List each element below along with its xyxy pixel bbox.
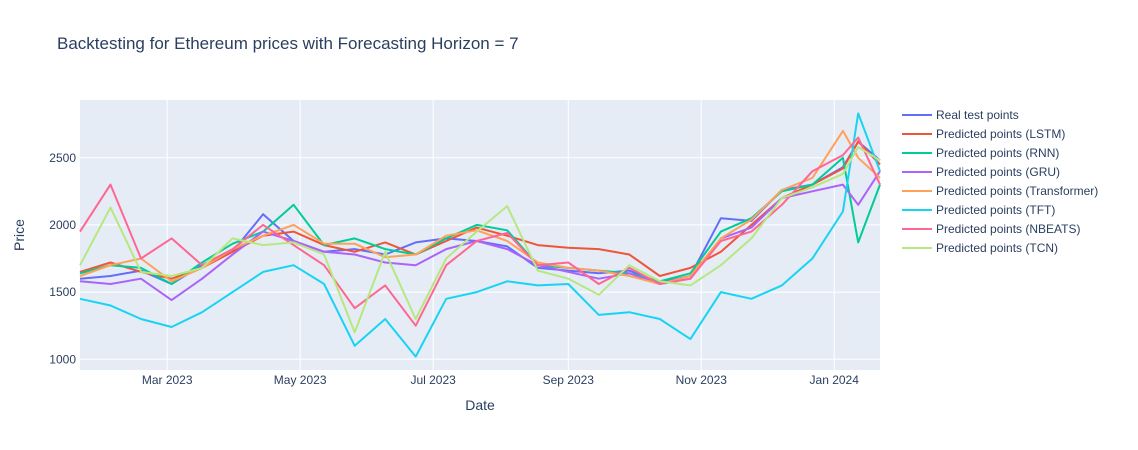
y-tick-label: 2500 [49,151,76,165]
legend-label: Predicted points (LSTM) [936,127,1065,141]
legend-item[interactable]: Predicted points (Transformer) [902,184,1098,198]
legend-item[interactable]: Predicted points (TFT) [902,203,1055,217]
x-tick-label: Nov 2023 [676,373,728,387]
legend-item[interactable]: Predicted points (TCN) [902,241,1058,255]
x-tick-label: May 2023 [274,373,327,387]
series-line-4[interactable] [79,170,881,302]
legend[interactable]: Real test points Predicted points (LSTM) P… [902,108,1098,255]
legend-label: Predicted points (TFT) [936,203,1055,217]
plot-background [80,100,880,370]
y-tick-label: 1500 [49,285,76,299]
series-line-6[interactable] [79,112,881,358]
series-line-8[interactable] [79,146,881,334]
series-lines [79,112,881,358]
y-tick-label: 1000 [49,352,76,366]
legend-item[interactable]: Predicted points (RNN) [902,146,1059,160]
legend-item[interactable]: Real test points [902,108,1019,122]
legend-label: Predicted points (Transformer) [936,184,1098,198]
x-tick-label: Jan 2024 [810,373,860,387]
x-axis-ticks: Mar 2023 May 2023 Jul 2023 Sep 2023 Nov 2023… [142,373,859,387]
legend-label: Predicted points (TCN) [936,241,1058,255]
legend-item[interactable]: Predicted points (NBEATS) [902,222,1081,236]
legend-label: Predicted points (GRU) [936,165,1060,179]
y-axis-title: Price [11,219,27,251]
legend-label: Real test points [936,108,1019,122]
legend-label: Predicted points (RNN) [936,146,1059,160]
chart-title: Backtesting for Ethereum prices with For… [57,34,519,53]
x-tick-label: Sep 2023 [543,373,595,387]
x-tick-label: Jul 2023 [410,373,456,387]
legend-label: Predicted points (NBEATS) [936,222,1081,236]
y-tick-label: 2000 [49,218,76,232]
series-line-5[interactable] [79,129,881,285]
x-axis-title: Date [465,397,495,413]
y-axis-ticks: 1000 1500 2000 2500 [49,151,76,366]
x-tick-label: Mar 2023 [142,373,193,387]
legend-item[interactable]: Predicted points (LSTM) [902,127,1065,141]
legend-item[interactable]: Predicted points (GRU) [902,165,1060,179]
